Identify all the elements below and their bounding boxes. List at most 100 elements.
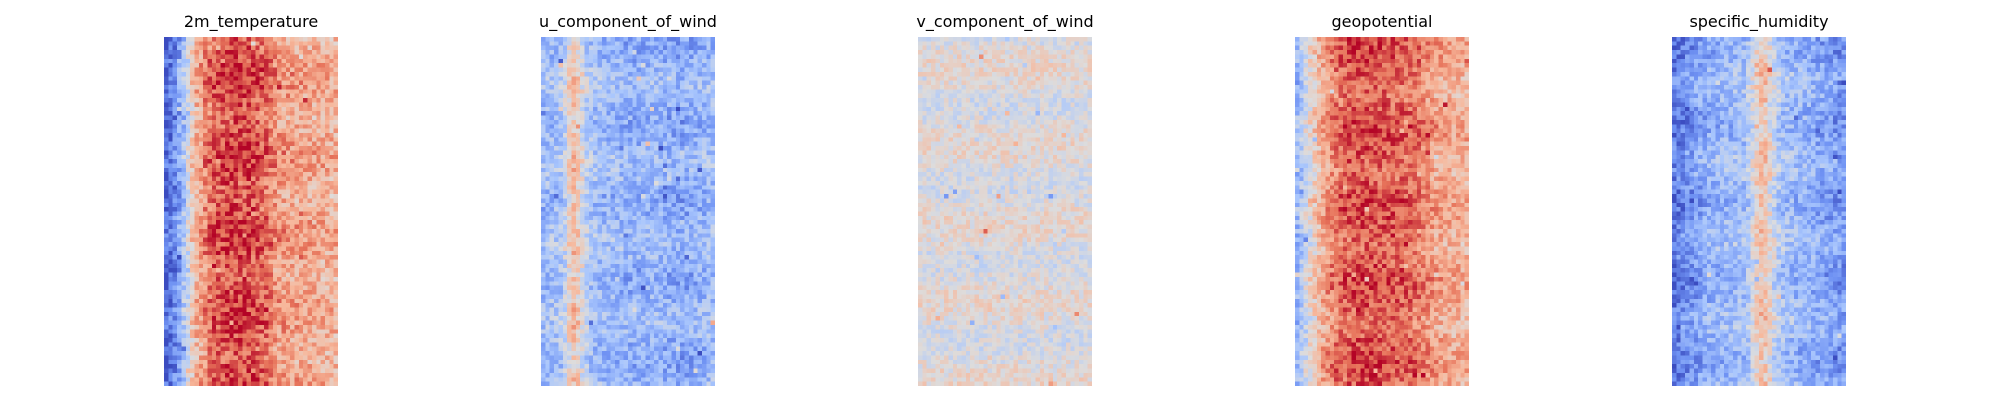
heatmap-cell xyxy=(545,124,550,129)
heatmap-cell xyxy=(207,76,212,81)
heatmap-cell xyxy=(229,194,234,199)
heatmap-cell xyxy=(667,224,672,230)
heatmap-cell xyxy=(701,172,707,177)
heatmap-cell xyxy=(211,333,217,339)
heatmap-cell xyxy=(290,355,295,360)
heatmap-cell xyxy=(181,102,186,107)
heatmap-cell xyxy=(172,207,178,212)
heatmap-cell xyxy=(220,89,225,94)
heatmap-cell xyxy=(216,329,221,334)
heatmap-cell xyxy=(190,372,195,378)
heatmap-cell xyxy=(597,180,602,186)
heatmap-cell xyxy=(658,93,663,99)
heatmap-cell xyxy=(285,311,291,317)
heatmap-cell xyxy=(636,167,642,173)
heatmap-cell xyxy=(224,351,230,356)
heatmap-cell xyxy=(168,54,173,59)
heatmap-cell xyxy=(545,154,550,160)
heatmap-cell xyxy=(177,338,182,343)
heatmap-cell xyxy=(588,89,594,94)
heatmap-cell xyxy=(216,63,221,68)
heatmap-cell xyxy=(641,189,646,195)
heatmap-cell xyxy=(610,98,616,103)
heatmap-cell xyxy=(281,93,286,99)
heatmap-cell xyxy=(294,111,299,116)
heatmap-cell xyxy=(242,124,247,129)
heatmap-cell xyxy=(220,54,225,59)
heatmap-cell xyxy=(281,154,286,160)
heatmap-cell xyxy=(259,45,265,51)
heatmap-cell xyxy=(181,377,186,382)
heatmap-cell xyxy=(294,372,299,378)
heatmap-cell xyxy=(706,128,711,134)
heatmap-cell xyxy=(667,115,672,120)
heatmap-cell xyxy=(233,146,239,151)
heatmap-cell xyxy=(233,189,239,195)
heatmap-cell xyxy=(606,154,611,160)
heatmap-cell xyxy=(194,320,199,326)
heatmap-cell xyxy=(164,228,169,234)
heatmap-cell xyxy=(316,146,321,151)
heatmap-cell xyxy=(259,285,265,291)
heatmap-cell xyxy=(662,132,668,138)
heatmap-cell xyxy=(654,54,659,59)
heatmap-cell xyxy=(324,111,330,116)
heatmap-cell xyxy=(649,76,655,81)
heatmap-cell xyxy=(185,255,191,260)
heatmap-cell xyxy=(303,255,308,260)
heatmap-cell xyxy=(207,67,212,72)
heatmap-cell xyxy=(190,351,195,356)
heatmap-cell xyxy=(207,180,212,186)
heatmap-cell xyxy=(558,198,563,203)
heatmap-cell xyxy=(558,211,563,216)
heatmap-cell xyxy=(185,359,191,365)
heatmap-cell xyxy=(164,242,169,247)
heatmap-cell xyxy=(185,93,191,99)
heatmap-cell xyxy=(658,228,663,234)
heatmap-cell xyxy=(654,180,659,186)
heatmap-cell xyxy=(554,172,559,177)
heatmap-cell xyxy=(277,176,282,182)
heatmap-cell xyxy=(211,233,217,238)
heatmap-cell xyxy=(658,84,663,90)
heatmap-cell xyxy=(224,281,230,286)
heatmap-cell xyxy=(211,224,217,230)
heatmap-cell xyxy=(584,176,589,182)
heatmap-cell xyxy=(588,202,594,208)
heatmap-cell xyxy=(172,41,178,46)
heatmap-cell xyxy=(710,93,715,99)
heatmap-cell xyxy=(654,98,659,103)
heatmap-cell xyxy=(268,338,273,343)
heatmap-cell xyxy=(298,119,304,125)
heatmap-cell xyxy=(216,115,221,120)
heatmap-cell xyxy=(614,115,620,120)
heatmap-cell xyxy=(593,137,598,142)
heatmap-cell xyxy=(281,167,286,173)
heatmap-cell xyxy=(580,180,585,186)
heatmap-cell xyxy=(164,207,169,212)
heatmap-cell xyxy=(558,180,563,186)
heatmap-cell xyxy=(575,228,581,234)
heatmap-cell xyxy=(281,146,286,151)
heatmap-cell xyxy=(562,159,568,164)
heatmap-cell xyxy=(242,233,247,238)
heatmap-cell xyxy=(684,224,689,230)
heatmap-cell xyxy=(198,333,204,339)
heatmap-cell xyxy=(233,37,239,42)
heatmap-cell xyxy=(264,128,269,134)
heatmap-cell xyxy=(645,224,650,230)
heatmap-cell xyxy=(198,80,204,86)
heatmap-cell xyxy=(601,132,607,138)
heatmap-cell xyxy=(198,211,204,216)
heatmap-cell xyxy=(588,159,594,164)
heatmap-cell xyxy=(194,285,199,291)
heatmap-cell xyxy=(545,228,550,234)
heatmap-cell xyxy=(181,285,186,291)
heatmap-cell xyxy=(272,119,278,125)
heatmap-cell xyxy=(229,342,234,347)
heatmap-cell xyxy=(203,285,208,291)
heatmap-cell xyxy=(246,276,252,282)
heatmap-cell xyxy=(181,93,186,99)
heatmap-cell xyxy=(285,198,291,203)
heatmap-cell xyxy=(701,202,707,208)
